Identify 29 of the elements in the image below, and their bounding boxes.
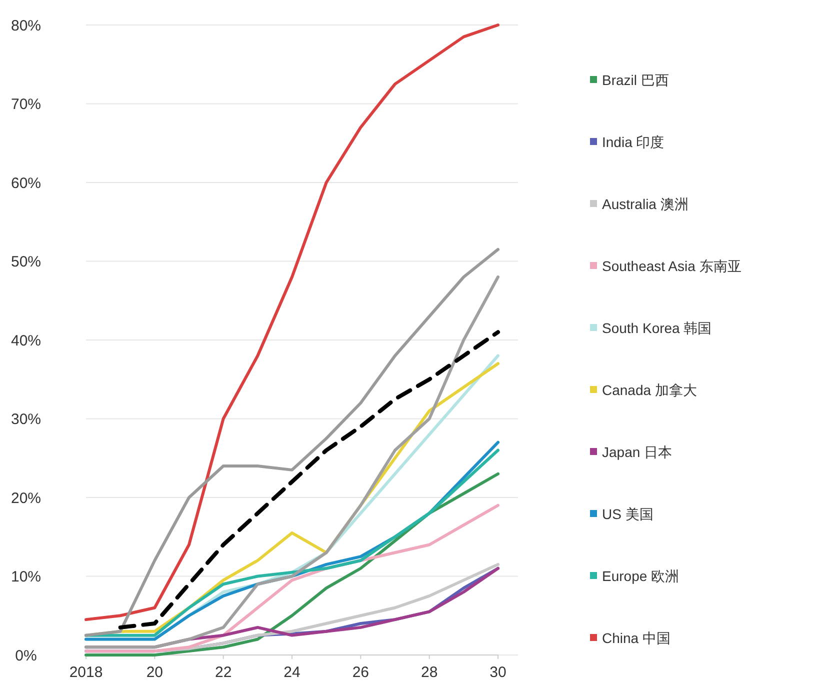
x-tick-label: 2018	[69, 664, 103, 681]
line-series	[118, 330, 500, 630]
y-tick-label: 60%	[10, 174, 42, 192]
x-tick-label: 30	[490, 664, 506, 681]
x-tick-label: 22	[214, 664, 232, 681]
y-tick-label: 80%	[10, 17, 42, 34]
legend-label: Europe 欧洲	[602, 568, 680, 584]
legend-label: Japan 日本	[602, 444, 672, 460]
y-tick-label: 50%	[10, 254, 42, 270]
y-tick-label: 10%	[10, 568, 42, 586]
x-tick-label: 24	[284, 664, 300, 681]
y-tick-label: 0%	[15, 647, 37, 664]
legend-label: Southeast Asia 东南亚	[602, 258, 742, 274]
line-series	[84, 472, 500, 656]
y-tick-label: 40%	[10, 332, 42, 350]
legend-label: Canada 加拿大	[602, 382, 697, 398]
x-tick-label: 26	[352, 664, 370, 681]
legend-label: US 美国	[602, 506, 654, 522]
legend-label: Australia 澳洲	[602, 196, 688, 212]
x-tick-label: 20	[146, 664, 164, 681]
legend-label: Brazil 巴西	[602, 72, 669, 88]
legend-label: China 中国	[602, 630, 670, 646]
y-tick-label: 70%	[10, 96, 42, 113]
legend-label: South Korea 韩国	[602, 320, 712, 336]
line-series	[84, 24, 500, 622]
x-tick-label: 28	[420, 664, 438, 681]
legend-label: India 印度	[602, 134, 664, 150]
y-tick-label: 30%	[10, 411, 42, 428]
y-tick-label: 20%	[10, 490, 42, 507]
